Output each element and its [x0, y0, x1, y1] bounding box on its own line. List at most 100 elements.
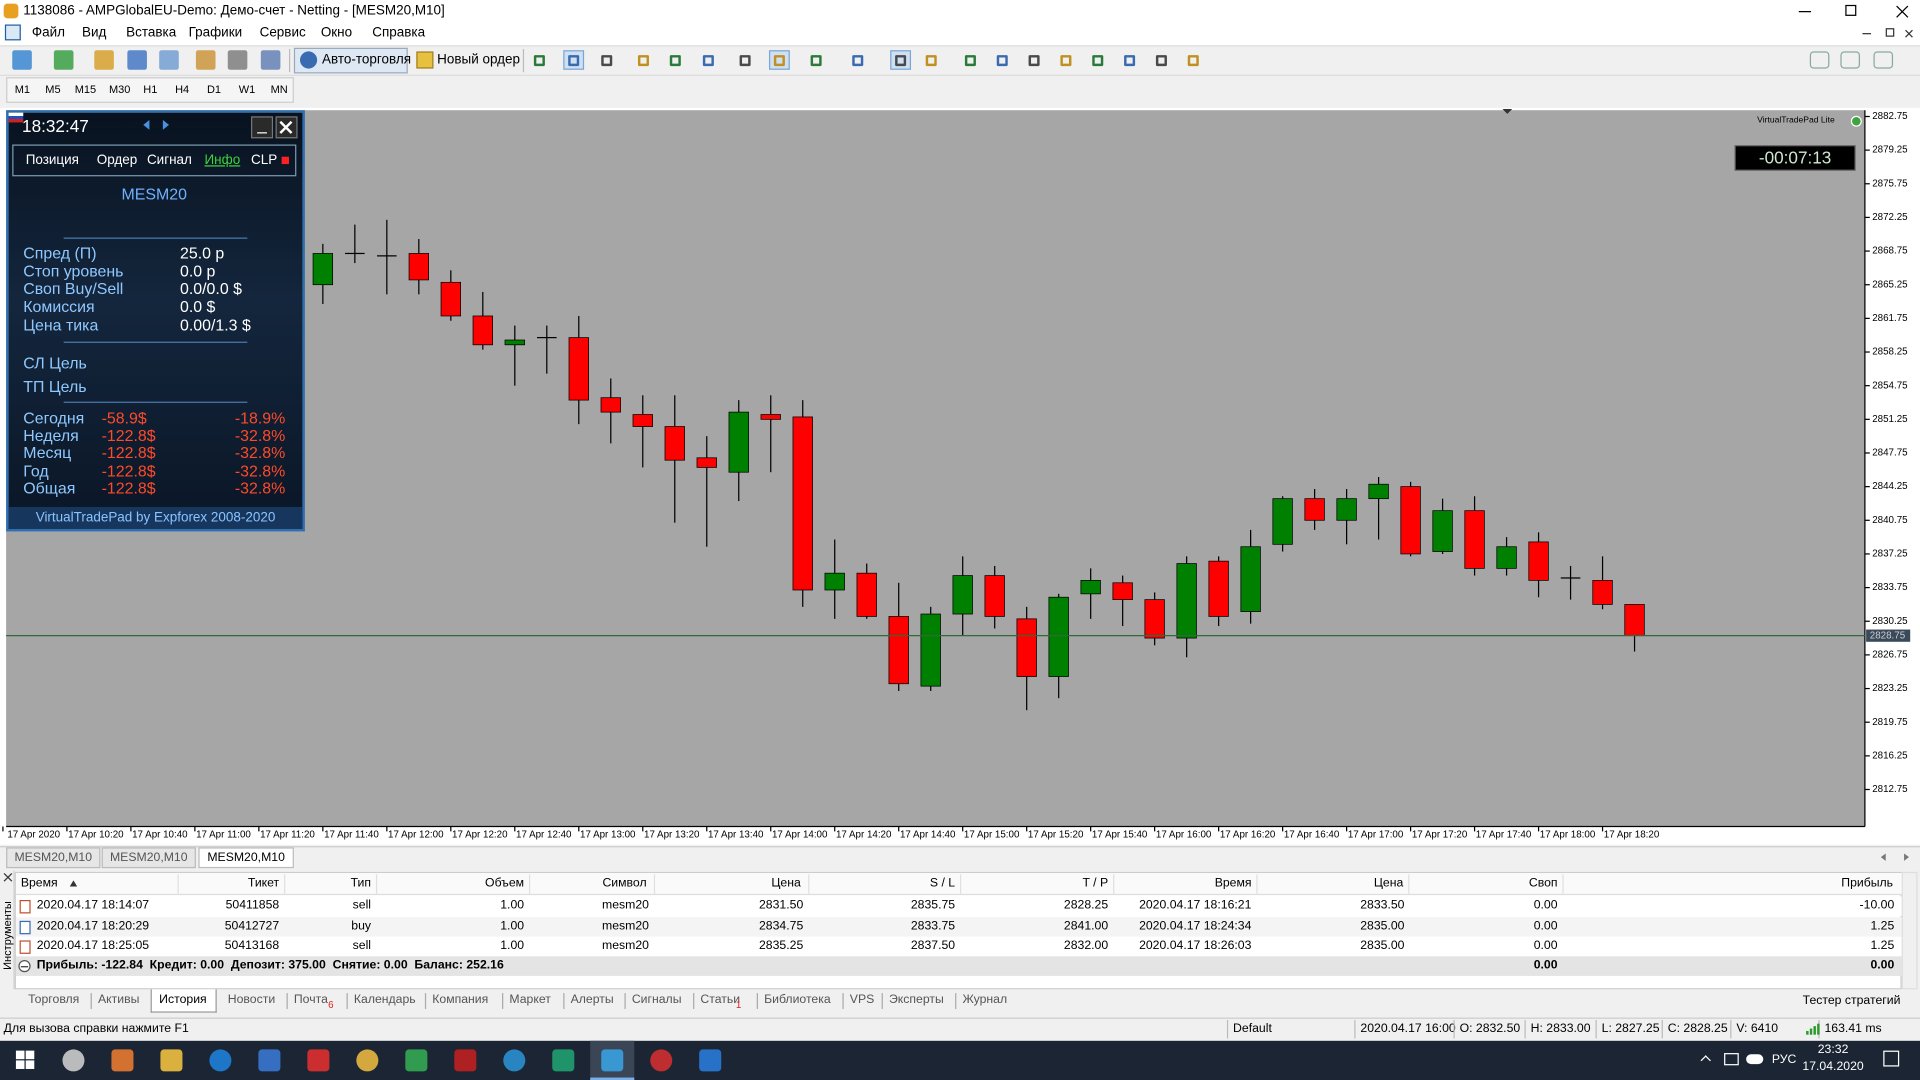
column-header[interactable]: Тип — [350, 876, 372, 891]
tabs-scroll-right[interactable] — [1904, 853, 1909, 861]
tray-cloud[interactable] — [1746, 1054, 1764, 1065]
toolbar-icon[interactable] — [195, 50, 216, 70]
toolbar-icon[interactable] — [159, 50, 179, 70]
column-header[interactable]: Время — [1214, 876, 1252, 891]
bottom-tab[interactable]: Эксперты — [888, 993, 944, 1007]
candle-body — [952, 575, 973, 615]
menu-item[interactable]: Сервис — [259, 25, 306, 41]
bottom-tab[interactable]: Торговля — [28, 993, 80, 1007]
start-button[interactable] — [0, 1041, 49, 1080]
history-cell: 2020.04.17 18:25:05 — [36, 939, 150, 953]
bottom-tab[interactable]: Сигналы — [631, 993, 682, 1007]
notifications[interactable] — [1883, 1050, 1900, 1067]
taskbar-app[interactable] — [160, 1049, 183, 1072]
history-cell: 50412727 — [224, 919, 280, 934]
bottom-tab[interactable]: Новости — [227, 993, 276, 1007]
toolbar-icon[interactable] — [1840, 51, 1861, 69]
column-separator — [808, 874, 810, 894]
new-order-label[interactable]: Новый ордер — [437, 52, 520, 68]
bottom-tab[interactable]: Маркет — [509, 993, 551, 1007]
taskbar-app[interactable] — [307, 1049, 330, 1072]
chart-tab[interactable] — [198, 847, 294, 869]
column-header[interactable]: Цена — [1373, 876, 1404, 891]
toolbar-icon[interactable] — [1809, 51, 1830, 69]
bottom-tab[interactable]: Активы — [97, 993, 140, 1007]
timeframe-button[interactable]: MN — [270, 83, 288, 96]
column-header[interactable]: Тикет — [247, 876, 280, 891]
pad-minimize[interactable] — [251, 116, 274, 139]
pad-tab[interactable]: CLP — [251, 153, 278, 168]
taskbar-app[interactable] — [503, 1049, 526, 1072]
taskbar-app[interactable] — [699, 1049, 722, 1072]
tray-network[interactable] — [1724, 1053, 1739, 1066]
bottom-tab[interactable]: История — [159, 993, 207, 1007]
active-tab[interactable] — [150, 989, 217, 1013]
pad-tab[interactable]: Позиция — [25, 153, 79, 168]
bottom-tab[interactable]: Компания — [432, 993, 489, 1007]
pad-tab[interactable]: Ордер — [96, 153, 138, 168]
history-row[interactable] — [15, 896, 1902, 916]
bottom-tab[interactable]: Статьи — [700, 993, 741, 1007]
bottom-tab[interactable]: VPS — [849, 993, 875, 1007]
taskbar-app[interactable] — [454, 1049, 477, 1072]
bottom-tab[interactable]: Журнал — [962, 993, 1008, 1007]
timeframe-button[interactable]: M15 — [74, 83, 97, 96]
toolbar-icon[interactable] — [1873, 51, 1894, 69]
menu-item[interactable]: Вид — [82, 25, 107, 41]
column-header[interactable]: Своп — [1528, 876, 1558, 891]
column-header[interactable]: S / L — [929, 876, 956, 891]
menu-item[interactable]: Графики — [188, 25, 243, 41]
taskbar-app[interactable] — [650, 1049, 673, 1072]
pad-tab[interactable]: Сигнал — [146, 153, 192, 168]
pad-next[interactable] — [162, 120, 169, 130]
timeframe-button[interactable]: M5 — [45, 83, 61, 96]
toolbar-icon[interactable] — [260, 50, 281, 70]
taskbar-app[interactable] — [209, 1049, 232, 1072]
timeframe-button[interactable]: H4 — [175, 83, 190, 96]
menu-item[interactable]: Файл — [31, 25, 65, 41]
menu-item[interactable]: Справка — [372, 25, 426, 41]
timeframe-button[interactable]: D1 — [206, 83, 222, 96]
taskbar-app[interactable] — [111, 1049, 134, 1072]
toolbar-icon[interactable] — [94, 50, 114, 70]
toolbar-icon[interactable] — [12, 50, 32, 70]
taskbar-app[interactable] — [258, 1049, 281, 1072]
toolbar-icon[interactable] — [127, 50, 147, 70]
taskbar-app[interactable] — [552, 1049, 575, 1072]
column-header[interactable]: Цена — [771, 876, 801, 891]
pad-stat-percent: -32.8% — [234, 478, 286, 498]
chart-tab[interactable] — [101, 847, 196, 869]
taskbar-app[interactable] — [356, 1049, 379, 1072]
history-row[interactable] — [15, 917, 1902, 937]
status-field: L: 2827.25 — [1601, 1022, 1660, 1036]
toolbar-icon[interactable] — [53, 50, 74, 70]
column-header[interactable]: T / P — [1082, 876, 1109, 891]
column-header[interactable]: Символ — [602, 876, 647, 891]
taskbar-app[interactable] — [601, 1049, 624, 1072]
chart-tab[interactable] — [6, 847, 101, 869]
timeframe-button[interactable]: H1 — [143, 83, 158, 96]
taskbar-app[interactable] — [62, 1049, 85, 1072]
timeframe-button[interactable]: M1 — [14, 83, 31, 96]
tray-language[interactable]: РУС — [1771, 1053, 1797, 1067]
bottom-tab[interactable]: Календарь — [353, 993, 416, 1007]
toolbar-icon[interactable] — [227, 50, 248, 70]
last-price-label: 2828.75 — [1870, 630, 1906, 641]
timeframe-button[interactable]: W1 — [238, 83, 256, 96]
menu-item[interactable]: Вставка — [126, 25, 177, 41]
column-header[interactable]: Прибыль — [1841, 876, 1894, 891]
bottom-tab[interactable]: Алерты — [570, 993, 614, 1007]
bottom-tab[interactable]: Библиотека — [764, 993, 831, 1007]
column-header[interactable]: Объем — [485, 876, 525, 891]
pad-prev[interactable] — [143, 120, 150, 130]
taskbar-app[interactable] — [405, 1049, 428, 1072]
strategy-tester[interactable]: Тестер стратегий — [1802, 994, 1901, 1008]
timeframe-button[interactable]: M30 — [108, 83, 131, 96]
history-row[interactable] — [15, 936, 1902, 957]
status-field: V: 6410 — [1736, 1022, 1779, 1036]
bottom-tab[interactable]: Почта — [293, 993, 328, 1007]
pad-tab[interactable]: Инфо — [204, 153, 241, 168]
tabs-scroll-left[interactable] — [1880, 853, 1886, 861]
menu-item[interactable]: Окно — [320, 25, 353, 41]
column-header[interactable]: Время — [20, 876, 58, 891]
